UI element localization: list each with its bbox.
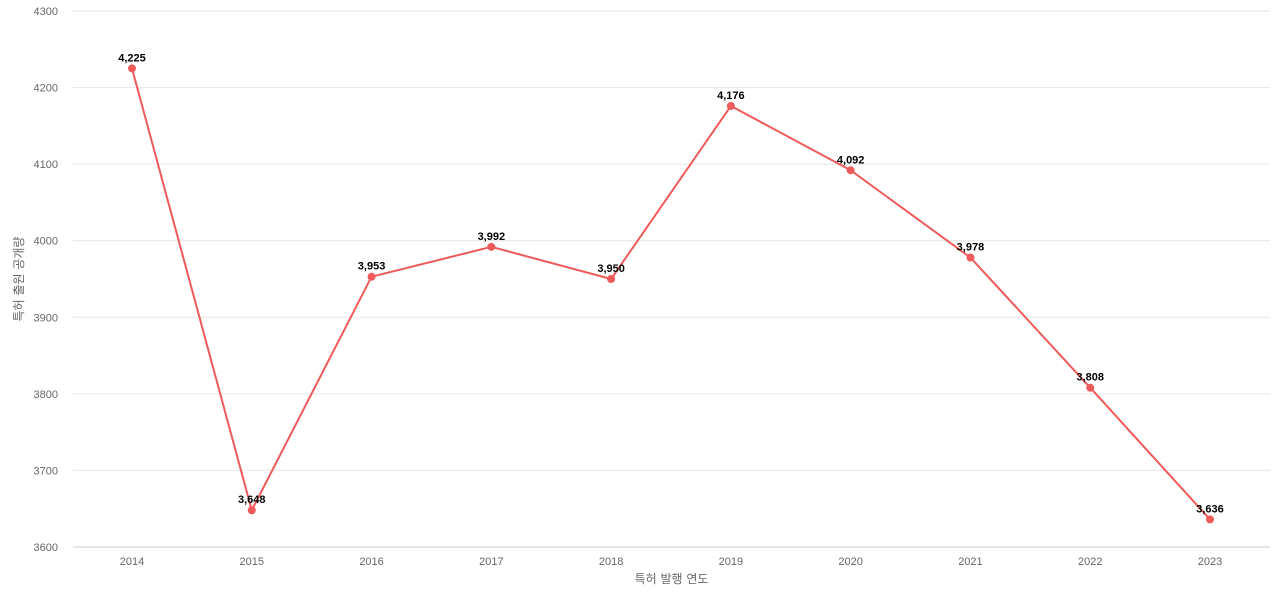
data-label: 3,953 bbox=[358, 261, 386, 273]
data-labels: 4,225 3,648 3,953 3,992 3,950 4,176 4,092 3,978… bbox=[118, 52, 1224, 515]
x-tick-label: 2019 bbox=[719, 556, 743, 568]
data-point[interactable] bbox=[846, 166, 855, 175]
y-tick-label: 4200 bbox=[34, 83, 58, 95]
data-point[interactable] bbox=[367, 272, 376, 281]
data-label: 3,808 bbox=[1076, 372, 1104, 384]
data-label: 3,950 bbox=[597, 263, 625, 275]
data-label: 4,176 bbox=[717, 90, 745, 102]
data-label: 3,648 bbox=[238, 494, 266, 506]
y-tick-label: 3800 bbox=[34, 389, 58, 401]
x-tick-label: 2017 bbox=[479, 556, 503, 568]
y-tick-label: 4000 bbox=[34, 236, 58, 248]
data-label: 4,225 bbox=[118, 52, 146, 64]
data-point[interactable] bbox=[726, 101, 735, 110]
data-point[interactable] bbox=[247, 506, 256, 515]
x-tick-label: 2020 bbox=[838, 556, 862, 568]
x-tick-label: 2016 bbox=[359, 556, 383, 568]
data-label: 4,092 bbox=[837, 154, 865, 166]
x-tick-label: 2014 bbox=[120, 556, 144, 568]
grid-layer bbox=[73, 10, 1270, 471]
y-axis-title: 특허 출원 공개량 bbox=[12, 237, 26, 322]
data-point[interactable] bbox=[1086, 383, 1095, 392]
x-tick-label: 2022 bbox=[1078, 556, 1102, 568]
x-axis-title: 특허 발행 연도 bbox=[635, 571, 709, 586]
y-tick-label: 3700 bbox=[34, 465, 58, 477]
data-point[interactable] bbox=[1206, 515, 1214, 524]
x-tick-label: 2023 bbox=[1198, 556, 1222, 568]
x-tick-labels: 2014 2015 2016 2017 2018 2019 2020 2021 2022 2023 bbox=[120, 556, 1222, 568]
data-label: 3,636 bbox=[1196, 503, 1224, 515]
data-point[interactable] bbox=[966, 253, 975, 262]
series-layer bbox=[128, 64, 1214, 524]
x-tick-label: 2018 bbox=[599, 556, 623, 568]
x-tick-label: 2021 bbox=[958, 556, 982, 568]
data-point[interactable] bbox=[607, 275, 616, 283]
y-tick-label: 3600 bbox=[34, 542, 58, 554]
y-tick-labels: 3600 3700 3800 3900 4000 4100 4200 4300 bbox=[34, 6, 58, 554]
y-tick-label: 4100 bbox=[34, 159, 58, 171]
data-point[interactable] bbox=[487, 242, 496, 251]
data-label: 3,992 bbox=[478, 231, 506, 243]
y-tick-label: 4300 bbox=[34, 6, 58, 18]
data-point[interactable] bbox=[128, 64, 136, 73]
x-tick-label: 2015 bbox=[240, 556, 264, 568]
data-label: 3,978 bbox=[957, 242, 985, 254]
series-line bbox=[131, 68, 1211, 521]
y-tick-label: 3900 bbox=[34, 312, 58, 324]
